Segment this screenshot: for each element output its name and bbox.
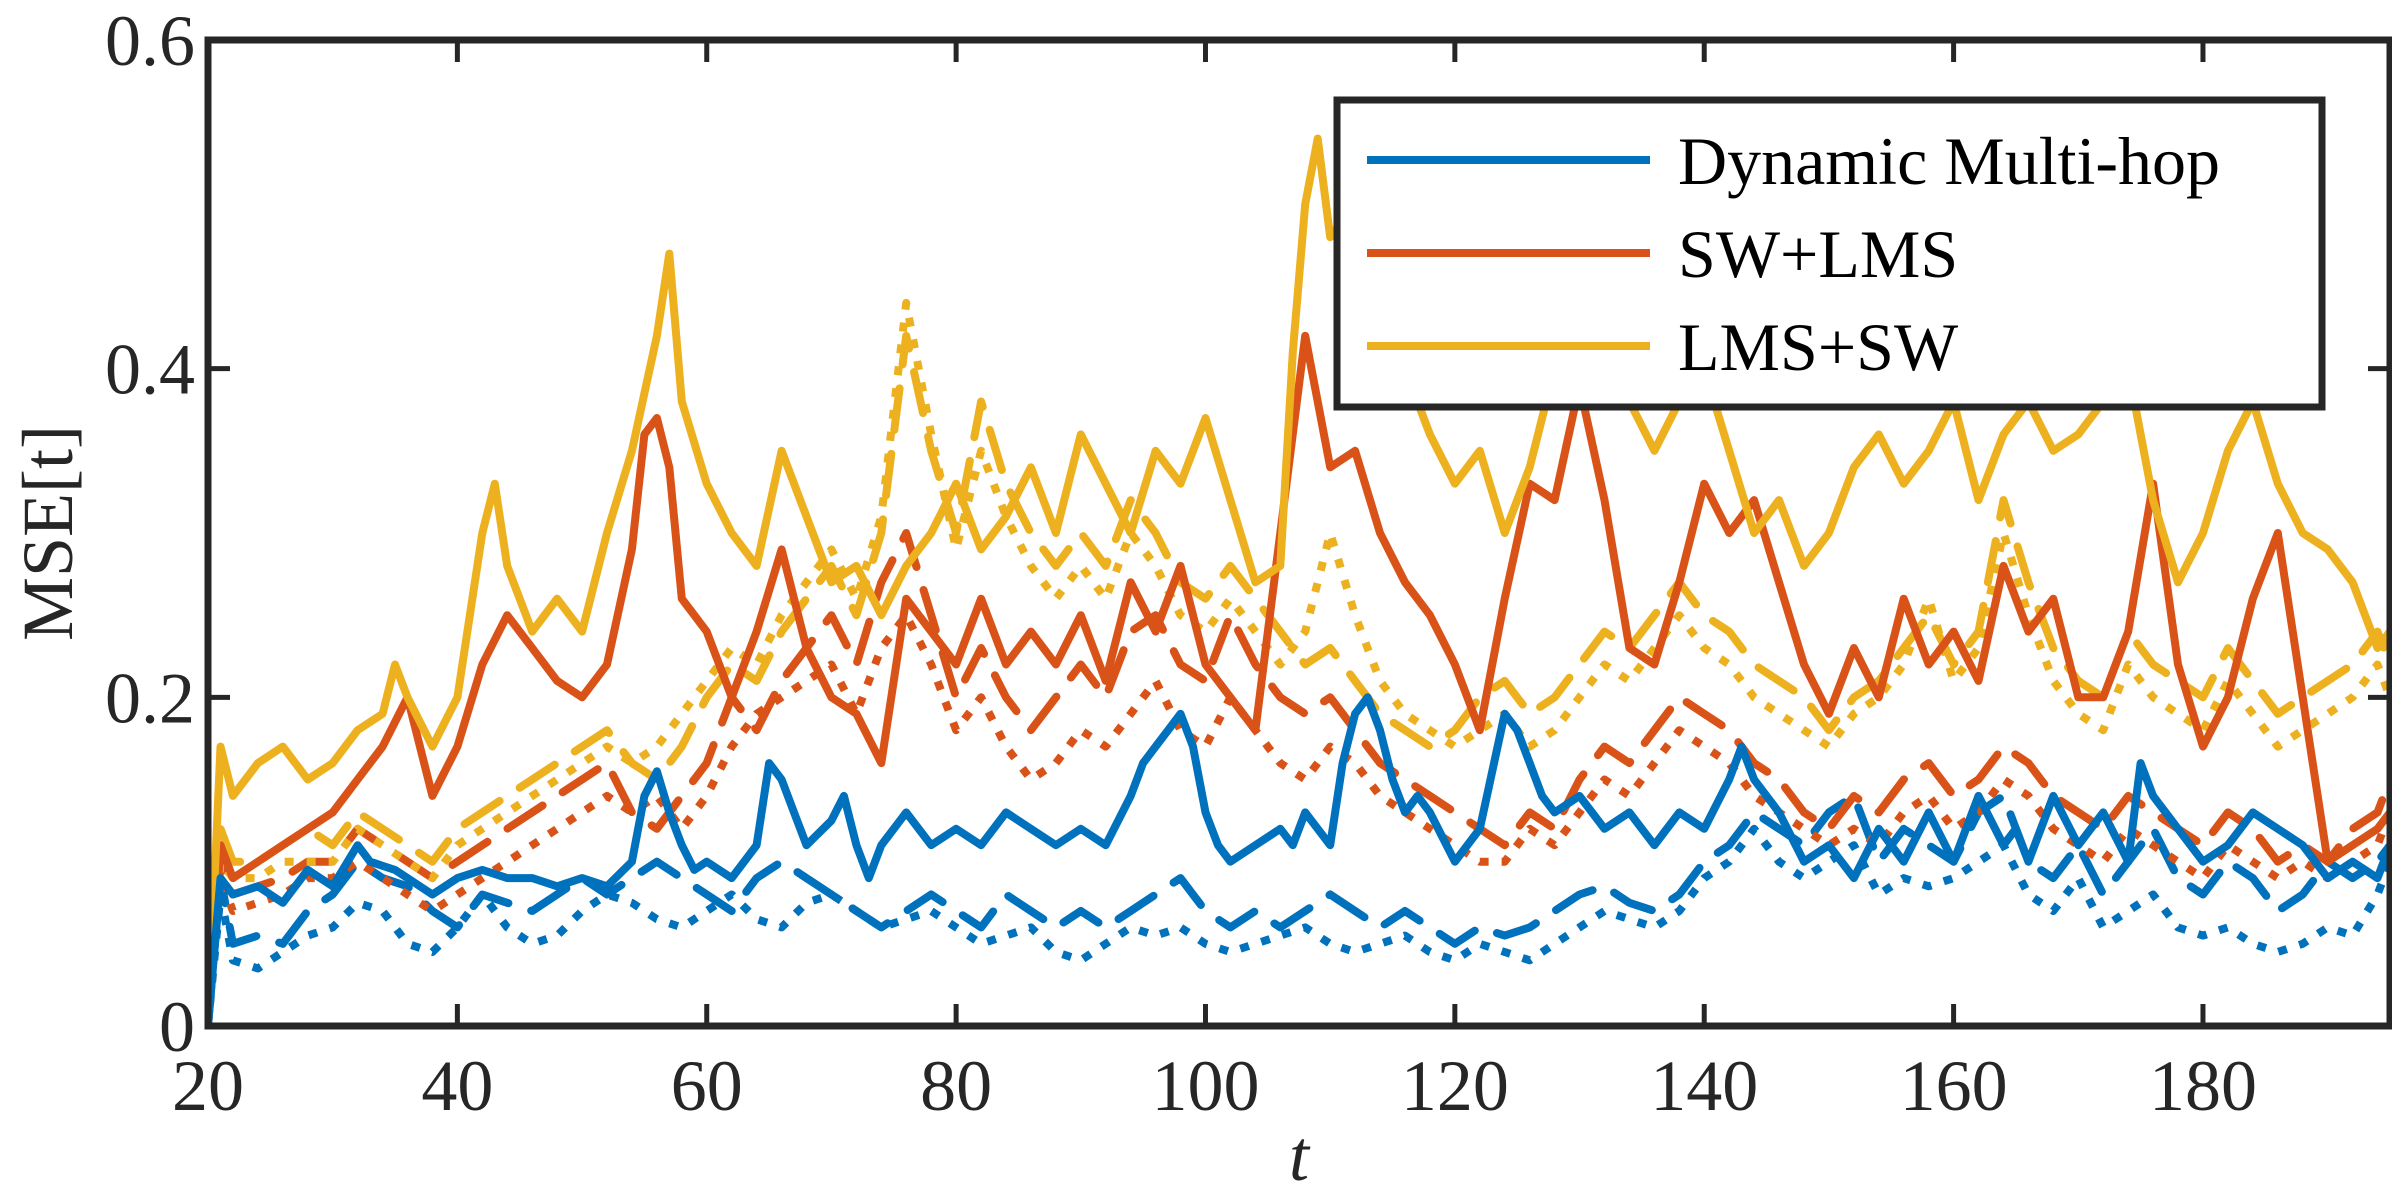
- series-line-lms-sw: [208, 134, 2390, 1026]
- x-tick-label: 160: [1900, 1046, 2008, 1126]
- x-axis-label: t: [1289, 1116, 1311, 1186]
- series-lines: [208, 134, 2390, 1026]
- axis-ticks: [205, 37, 2390, 1029]
- x-tick-label: 40: [421, 1046, 493, 1126]
- series-line-aux-3: [208, 791, 2390, 1026]
- y-tick-label: 0.2: [105, 658, 195, 738]
- x-tick-label: 20: [172, 1046, 244, 1126]
- series-line-aux-7: [208, 331, 2390, 1026]
- legend: Dynamic Multi-hop SW+LMS LMS+SW: [1333, 96, 2326, 411]
- x-tick-label: 100: [1151, 1046, 1259, 1126]
- y-tick-label: 0.6: [105, 1, 195, 81]
- series-line-aux-5: [208, 529, 2390, 1026]
- series-line-dynamic-multi-hop: [208, 693, 2390, 1026]
- axis-tick-labels: 20 40 60 80 100 120 140 160 180 0 0.2 0.4 0.6: [105, 1, 2257, 1126]
- legend-label: Dynamic Multi-hop: [1678, 123, 2220, 199]
- series-line-aux-6: [208, 611, 2390, 1026]
- y-tick-label: 0: [159, 987, 195, 1067]
- y-axis-label: MSE[t]: [8, 425, 88, 641]
- x-tick-label: 60: [671, 1046, 743, 1126]
- y-tick-label: 0.4: [105, 330, 195, 410]
- series-line-aux-4: [208, 824, 2390, 1026]
- legend-label: LMS+SW: [1678, 309, 1959, 385]
- x-tick-label: 180: [2149, 1046, 2257, 1126]
- plot-frame: [204, 36, 2392, 1030]
- legend-label: SW+LMS: [1678, 216, 1958, 292]
- series-line-sw-lms: [208, 331, 2390, 1026]
- x-tick-label: 140: [1650, 1046, 1758, 1126]
- x-tick-label: 120: [1401, 1046, 1509, 1126]
- x-tick-label: 80: [920, 1046, 992, 1126]
